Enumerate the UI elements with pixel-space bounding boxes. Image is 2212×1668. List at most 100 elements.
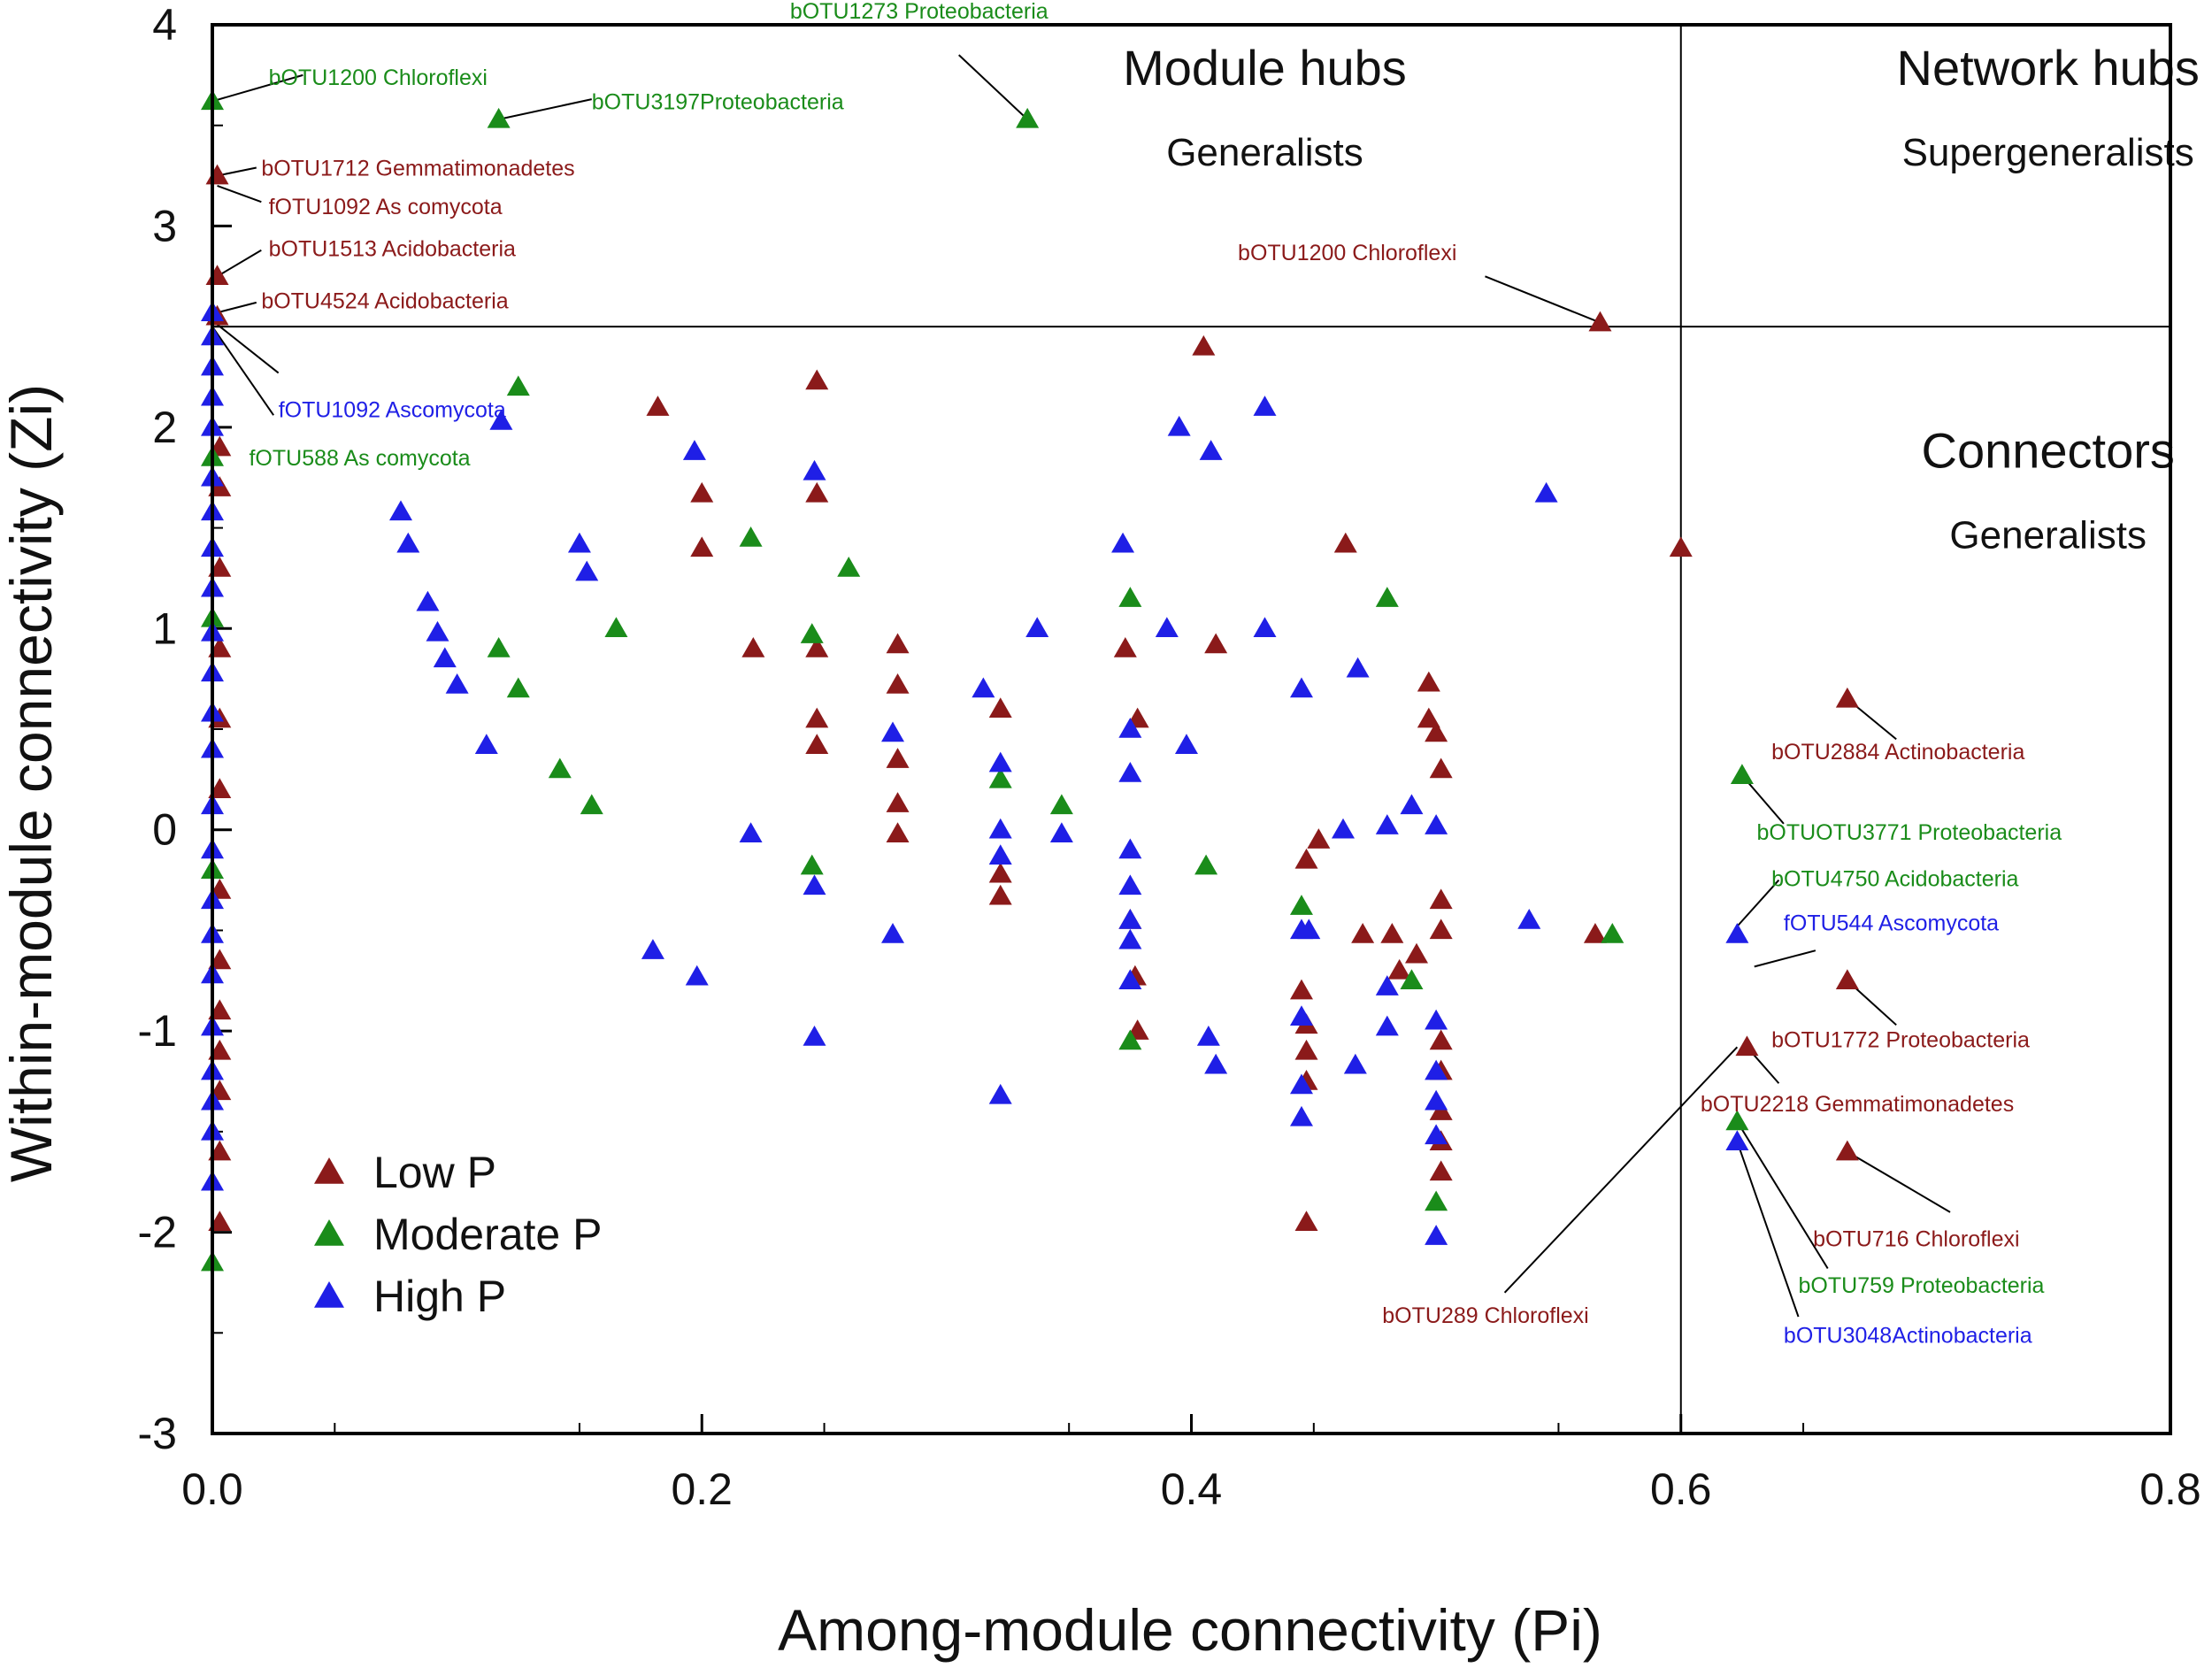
data-point-high-p bbox=[685, 965, 709, 986]
annotation-leader-line bbox=[211, 73, 303, 103]
annotation-leader-line bbox=[1754, 949, 1816, 968]
data-point-low-p bbox=[646, 396, 670, 416]
region-subtitle: Supergeneralists bbox=[1902, 131, 2194, 174]
data-point-low-p bbox=[805, 637, 829, 657]
data-point-high-p bbox=[1289, 677, 1313, 698]
data-point-moderate-p bbox=[800, 854, 824, 875]
annotation-label: bOTU3197Proteobacteria bbox=[592, 90, 844, 115]
annotation-label: bOTU3048Actinobacteria bbox=[1784, 1324, 2032, 1349]
data-point-high-p bbox=[1111, 532, 1135, 553]
annotation-label: bOTU1200 Chloroflexi bbox=[1238, 241, 1456, 265]
annotation-leader-line bbox=[217, 301, 257, 314]
data-point-high-p bbox=[1118, 928, 1142, 949]
data-point-moderate-p bbox=[1118, 1029, 1142, 1050]
data-point-high-p bbox=[1167, 415, 1191, 436]
data-point-low-p bbox=[1289, 979, 1313, 1000]
data-point-moderate-p bbox=[487, 107, 511, 128]
data-point-high-p bbox=[1204, 1053, 1228, 1074]
data-point-high-p bbox=[1289, 1073, 1313, 1095]
annotation-label: bOTU4524 Acidobacteria bbox=[261, 289, 508, 314]
annotation-label: fOTU1092 As comycota bbox=[269, 195, 503, 219]
region-title: Network hubs bbox=[1897, 40, 2200, 96]
data-point-low-p bbox=[1835, 1140, 1859, 1161]
data-point-high-p bbox=[988, 844, 1012, 865]
data-point-high-p bbox=[972, 677, 995, 698]
data-point-low-p bbox=[988, 884, 1012, 905]
data-point-high-p bbox=[1174, 734, 1198, 754]
data-point-high-p bbox=[1196, 1025, 1220, 1046]
data-point-high-p bbox=[1425, 1225, 1448, 1245]
data-point-high-p bbox=[1049, 822, 1073, 843]
annotation-leader-line bbox=[217, 166, 257, 177]
data-point-moderate-p bbox=[1289, 895, 1313, 915]
data-point-high-p bbox=[1332, 818, 1356, 839]
annotation-leader-line bbox=[217, 185, 262, 204]
data-point-low-p bbox=[805, 734, 829, 754]
data-point-high-p bbox=[1118, 969, 1142, 990]
data-point-high-p bbox=[739, 822, 763, 843]
data-point-high-p bbox=[489, 410, 513, 430]
data-point-low-p bbox=[1835, 969, 1859, 990]
data-point-high-p bbox=[1253, 617, 1277, 638]
y-axis-title: Within-module connectivity (Zi) bbox=[0, 384, 64, 1182]
plot-frame bbox=[211, 23, 2172, 1435]
data-point-high-p bbox=[1517, 909, 1541, 929]
data-point-low-p bbox=[1417, 671, 1440, 692]
data-point-high-p bbox=[426, 620, 449, 642]
annotation-leader-lines bbox=[211, 54, 1951, 1318]
data-point-low-p bbox=[1204, 633, 1228, 654]
legend: Low P Moderate P High P bbox=[314, 1148, 602, 1321]
data-point-high-p bbox=[1118, 718, 1142, 738]
data-point-high-p bbox=[1375, 814, 1399, 834]
region-labels: Module hubs Generalists Network hubs Superg… bbox=[1123, 40, 2200, 557]
data-point-high-p bbox=[803, 459, 826, 480]
annotation-leader-line bbox=[498, 98, 592, 120]
annotation-leader-line bbox=[1847, 1150, 1951, 1213]
data-point-moderate-p bbox=[604, 617, 628, 638]
annotation-leader-line bbox=[217, 249, 262, 278]
legend-label: Moderate P bbox=[373, 1210, 602, 1259]
data-point-high-p bbox=[1025, 617, 1049, 638]
data-point-low-p bbox=[1417, 707, 1440, 728]
y-tick-label: -3 bbox=[138, 1409, 177, 1458]
data-point-moderate-p bbox=[487, 637, 511, 657]
data-point-low-p bbox=[1735, 1035, 1759, 1057]
data-point-moderate-p bbox=[580, 794, 603, 815]
annotation-leader-line bbox=[1503, 1046, 1739, 1294]
data-points bbox=[201, 89, 1859, 1272]
annotation-label: bOTU4750 Acidobacteria bbox=[1771, 866, 2018, 891]
x-tick-label: 0.0 bbox=[181, 1464, 243, 1514]
data-point-low-p bbox=[1425, 721, 1448, 742]
data-point-high-p bbox=[1297, 919, 1321, 940]
data-point-moderate-p bbox=[506, 375, 530, 396]
data-point-moderate-p bbox=[837, 557, 861, 577]
data-point-low-p bbox=[1669, 536, 1693, 557]
annotation-label: bOTU759 Proteobacteria bbox=[1799, 1273, 2045, 1298]
data-point-moderate-p bbox=[988, 767, 1012, 788]
annotation-label: bOTU1772 Proteobacteria bbox=[1771, 1027, 2030, 1052]
data-point-high-p bbox=[433, 647, 457, 668]
data-point-high-p bbox=[1725, 922, 1749, 943]
data-point-low-p bbox=[1333, 532, 1357, 553]
data-point-moderate-p bbox=[1049, 794, 1073, 815]
data-point-moderate-p bbox=[739, 526, 763, 547]
data-point-high-p bbox=[445, 673, 469, 694]
annotation-label: bOTU2218 Gemmatimonadetes bbox=[1701, 1092, 2014, 1117]
data-point-high-p bbox=[1346, 657, 1370, 678]
data-point-low-p bbox=[886, 792, 910, 812]
y-tick-label: 2 bbox=[152, 403, 177, 452]
annotation-leader-line bbox=[211, 326, 274, 416]
region-subtitle: Generalists bbox=[1949, 513, 2147, 557]
data-point-high-p bbox=[1725, 1130, 1749, 1150]
annotation-leader-line bbox=[1485, 275, 1601, 324]
data-point-high-p bbox=[1289, 1005, 1313, 1026]
y-tick-label: 0 bbox=[152, 805, 177, 855]
data-point-low-p bbox=[805, 369, 829, 390]
data-point-low-p bbox=[1429, 1160, 1453, 1181]
data-point-low-p bbox=[1429, 888, 1453, 910]
region-subtitle: Generalists bbox=[1166, 131, 1363, 174]
data-point-high-p bbox=[1425, 1124, 1448, 1145]
legend-label: Low P bbox=[373, 1148, 496, 1197]
